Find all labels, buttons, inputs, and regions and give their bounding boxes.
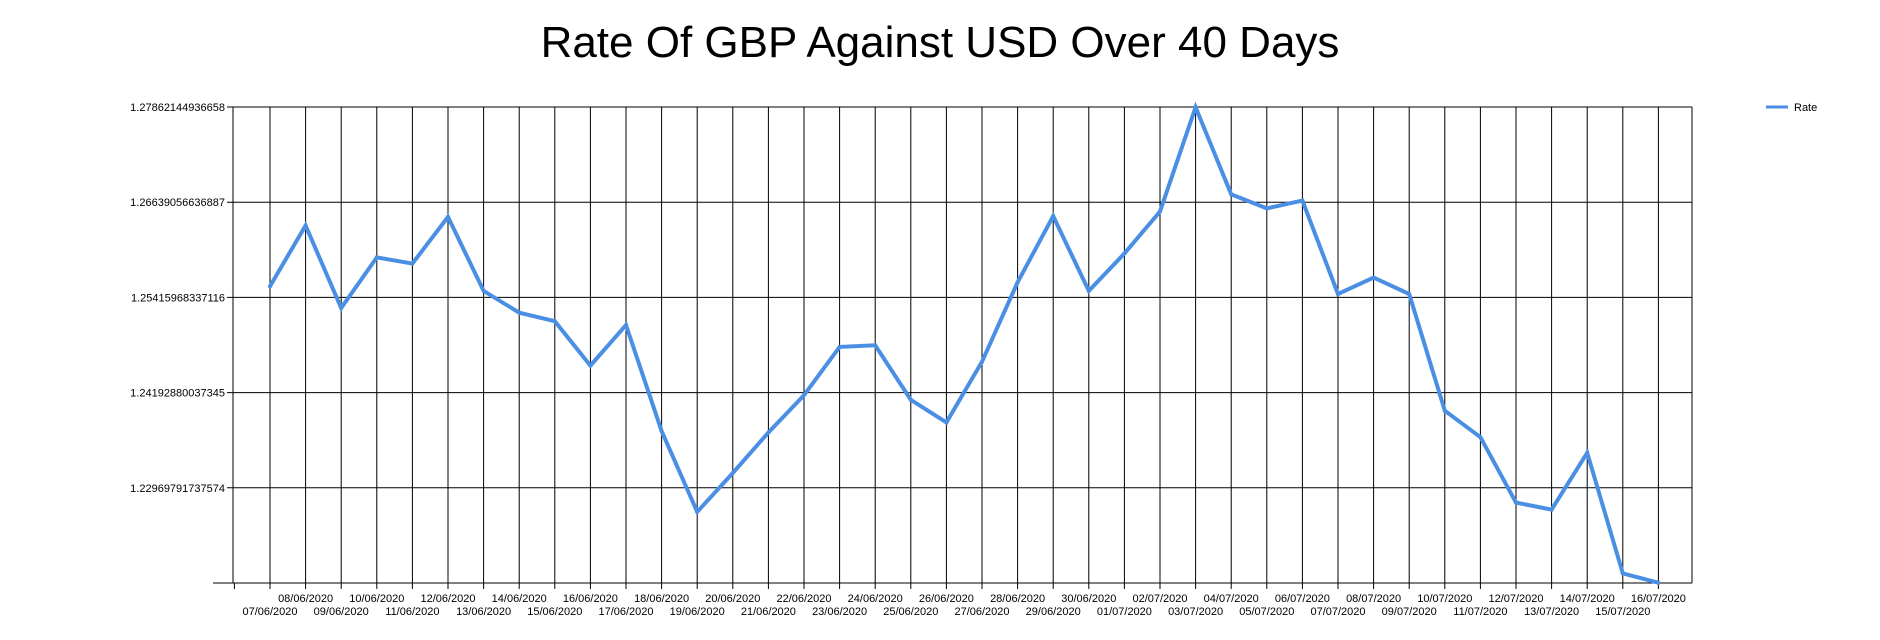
- y-axis-tick-label: 1.25415968337116: [131, 292, 225, 304]
- x-axis-tick-label: 15/07/2020: [1595, 606, 1650, 618]
- data-point: [1336, 291, 1340, 296]
- x-axis-tick-label: 14/06/2020: [492, 593, 547, 605]
- x-axis-tick-label: 05/07/2020: [1239, 606, 1294, 618]
- x-axis-tick-label: 06/07/2020: [1275, 593, 1330, 605]
- x-axis-tick-label: 24/06/2020: [848, 593, 903, 605]
- data-point: [802, 393, 806, 398]
- data-point: [873, 343, 878, 348]
- data-point: [374, 255, 379, 260]
- x-axis-tick-label: 20/06/2020: [705, 593, 760, 605]
- data-point: [1122, 251, 1127, 256]
- data-point: [944, 420, 949, 425]
- x-axis-tick-label: 22/06/2020: [776, 593, 831, 605]
- data-point: [268, 284, 272, 289]
- data-point: [837, 344, 842, 349]
- grid-lines: [227, 106, 1692, 589]
- data-point: [303, 223, 308, 228]
- data-point: [766, 430, 771, 435]
- data-point: [1442, 408, 1447, 413]
- data-point: [1086, 288, 1091, 293]
- x-axis-tick-label: 11/07/2020: [1453, 606, 1507, 618]
- y-axis-tick-label: 1.22969791737574: [130, 483, 225, 495]
- data-point: [1407, 291, 1412, 296]
- x-axis-tick-label: 15/06/2020: [527, 606, 582, 618]
- x-axis-tick-label: 03/07/2020: [1168, 606, 1223, 618]
- x-axis-tick-label: 30/06/2020: [1061, 593, 1116, 605]
- data-point: [695, 509, 700, 514]
- x-axis-tick-label: 13/06/2020: [456, 606, 511, 618]
- data-point: [517, 310, 522, 315]
- x-axis-tick-label: 21/06/2020: [741, 606, 796, 618]
- x-axis-tick-label: 25/06/2020: [883, 606, 938, 618]
- data-point: [1514, 500, 1518, 505]
- x-axis-tick-label: 08/06/2020: [278, 593, 333, 605]
- data-point: [588, 363, 593, 368]
- data-point: [446, 214, 450, 219]
- data-point: [730, 470, 735, 475]
- data-point: [1371, 275, 1376, 280]
- x-axis-tick-label: 08/07/2020: [1346, 593, 1401, 605]
- x-axis-tick-label: 26/06/2020: [919, 593, 974, 605]
- data-point: [1051, 214, 1056, 219]
- axes: [213, 107, 1693, 584]
- data-point: [1193, 105, 1198, 110]
- x-axis-tick-label: 17/06/2020: [598, 606, 653, 618]
- x-axis-tick-label: 27/06/2020: [954, 606, 1009, 618]
- data-point: [1478, 435, 1483, 440]
- data-point: [1015, 280, 1020, 285]
- y-axis-tick-label: 1.24192880037345: [130, 388, 225, 400]
- x-axis-tick-label: 18/06/2020: [634, 593, 689, 605]
- data-point: [1229, 192, 1234, 197]
- x-axis-tick-label: 19/06/2020: [670, 606, 725, 618]
- x-axis-tick-label: 14/07/2020: [1560, 593, 1615, 605]
- data-point: [1585, 450, 1590, 455]
- x-axis-tick-label: 10/06/2020: [349, 593, 404, 605]
- y-axis-tick-label: 1.26639056636887: [130, 197, 225, 209]
- x-axis-tick-label: 23/06/2020: [812, 606, 867, 618]
- x-axis-tick-label: 04/07/2020: [1204, 593, 1259, 605]
- series-layer: [268, 101, 1661, 585]
- x-axis-tick-label: 13/07/2020: [1524, 606, 1579, 618]
- data-point: [980, 359, 984, 364]
- data-point: [1300, 198, 1305, 203]
- x-axis-tick-label: 28/06/2020: [990, 593, 1045, 605]
- x-axis-tick-label: 11/06/2020: [385, 606, 439, 618]
- data-point: [339, 305, 344, 310]
- data-point: [659, 428, 664, 433]
- x-axis-tick-label: 09/07/2020: [1382, 606, 1437, 618]
- series-line-rate: [268, 101, 1659, 585]
- x-axis-tick-label: 01/07/2020: [1097, 606, 1152, 618]
- data-point: [481, 288, 486, 293]
- x-axis-tick-label: 07/06/2020: [242, 606, 297, 618]
- data-point: [1656, 580, 1661, 585]
- data-point: [908, 397, 913, 402]
- x-axis-tick-label: 12/07/2020: [1488, 593, 1543, 605]
- data-point: [624, 323, 628, 328]
- y-axis-tick-labels: 1.22969791737574 1.24192880037345 1.254159…: [130, 102, 225, 495]
- legend: Rate: [1766, 102, 1817, 114]
- x-axis-tick-labels: 07/06/202008/06/202009/06/202010/06/2020…: [242, 593, 1685, 618]
- x-axis-tick-label: 16/06/2020: [563, 593, 618, 605]
- x-axis-tick-label: 02/07/2020: [1132, 593, 1187, 605]
- data-point: [1158, 209, 1162, 214]
- data-point: [410, 261, 415, 266]
- x-axis-tick-label: 07/07/2020: [1310, 606, 1365, 618]
- data-point: [1264, 206, 1269, 211]
- data-point: [1620, 571, 1625, 576]
- y-axis-tick-label: 1.27862144936658: [130, 102, 225, 114]
- data-point: [1549, 507, 1554, 512]
- data-point: [552, 319, 557, 324]
- x-axis-tick-label: 16/07/2020: [1631, 593, 1686, 605]
- legend-label-rate: Rate: [1794, 102, 1817, 114]
- x-axis-tick-label: 09/06/2020: [314, 606, 369, 618]
- x-axis-tick-label: 12/06/2020: [420, 593, 475, 605]
- chart-title: Rate Of GBP Against USD Over 40 Days: [540, 18, 1340, 67]
- x-axis-tick-label: 29/06/2020: [1026, 606, 1081, 618]
- x-axis-tick-label: 10/07/2020: [1417, 593, 1472, 605]
